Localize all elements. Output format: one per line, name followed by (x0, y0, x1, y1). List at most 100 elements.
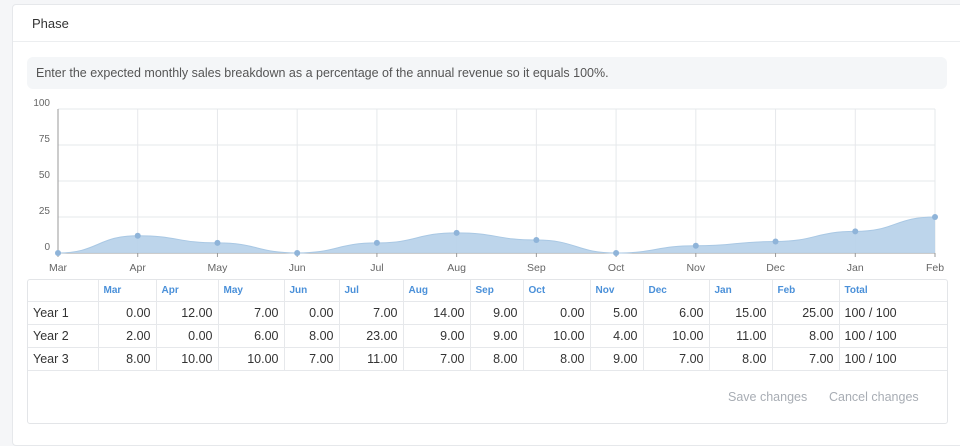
percentage-cell[interactable]: 9.00 (470, 324, 524, 348)
breakdown-table-container: Mar Apr May Jun Jul Aug Sep Oct Nov Dec Jan Feb Tota… (27, 279, 948, 424)
percentage-cell[interactable]: 0.00 (523, 301, 591, 325)
y-tick-label: 25 (39, 206, 51, 217)
x-tick-label: May (208, 262, 229, 274)
row-label: Year 1 (28, 301, 99, 325)
data-point[interactable] (533, 237, 540, 244)
data-point[interactable] (692, 242, 699, 249)
column-header-aug: Aug (403, 280, 471, 302)
percentage-cell[interactable]: 9.00 (470, 301, 524, 325)
column-header-jul: Jul (339, 280, 404, 302)
data-point[interactable] (214, 239, 221, 246)
data-point[interactable] (932, 214, 938, 220)
data-point[interactable] (55, 250, 61, 256)
panel-header: Phase (13, 5, 960, 42)
panel-title: Phase (32, 16, 69, 31)
percentage-cell[interactable]: 25.00 (772, 301, 840, 325)
x-tick-label: Jul (370, 262, 383, 274)
column-header-total: Total (839, 280, 947, 302)
percentage-cell[interactable]: 9.00 (403, 324, 471, 348)
header-corner (28, 280, 99, 302)
save-changes-button[interactable]: Save changes (728, 390, 808, 404)
percentage-cell[interactable]: 8.00 (523, 347, 591, 371)
percentage-cell[interactable]: 10.00 (643, 324, 710, 348)
percentage-cell[interactable]: 2.00 (98, 324, 157, 348)
x-tick-label: Apr (130, 262, 147, 274)
data-point[interactable] (373, 239, 380, 246)
percentage-cell[interactable]: 7.00 (218, 301, 285, 325)
x-tick-label: Aug (447, 262, 466, 274)
x-tick-label: Feb (926, 262, 944, 274)
percentage-cell[interactable]: 8.00 (709, 347, 773, 371)
column-header-nov: Nov (590, 280, 644, 302)
column-header-mar: Mar (98, 280, 157, 302)
percentage-cell[interactable]: 5.00 (590, 301, 644, 325)
percentage-cell[interactable]: 0.00 (284, 301, 340, 325)
column-header-may: May (218, 280, 285, 302)
percentage-cell[interactable]: 0.00 (156, 324, 219, 348)
column-header-dec: Dec (643, 280, 710, 302)
percentage-cell[interactable]: 11.00 (339, 347, 404, 371)
percentage-cell[interactable]: 7.00 (403, 347, 471, 371)
series-line-year-1 (57, 216, 936, 254)
percentage-cell[interactable]: 10.00 (218, 347, 285, 371)
column-header-apr: Apr (156, 280, 219, 302)
percentage-cell[interactable]: 23.00 (339, 324, 404, 348)
column-header-feb: Feb (772, 280, 840, 302)
y-tick-label: 0 (44, 242, 50, 253)
percentage-cell[interactable]: 7.00 (339, 301, 404, 325)
percentage-cell[interactable]: 7.00 (643, 347, 710, 371)
table-row: Year 3 8.00 10.00 10.00 7.00 11.00 7.00 8.00 8.0… (28, 347, 947, 371)
x-tick-label: Jun (289, 262, 306, 274)
x-tick-label: Jan (847, 262, 864, 274)
x-tick-label: Sep (527, 262, 546, 274)
row-total: 100 / 100 (839, 347, 947, 371)
percentage-cell[interactable]: 7.00 (772, 347, 840, 371)
percentage-cell[interactable]: 4.00 (590, 324, 644, 348)
info-box: Enter the expected monthly sales breakdo… (27, 57, 947, 89)
sales-chart: 0 25 50 75 100 Mar Apr May Jun Jul Aug Sep Oct Nov Dec… (33, 98, 944, 274)
series-area-year-1 (58, 217, 935, 253)
y-tick-label: 75 (39, 134, 51, 145)
table-header-row: Mar Apr May Jun Jul Aug Sep Oct Nov Dec Jan Feb Tota… (28, 280, 947, 302)
percentage-cell[interactable]: 15.00 (709, 301, 773, 325)
table-row: Year 1 0.00 12.00 7.00 0.00 7.00 14.00 9.00 0.00… (28, 301, 947, 325)
info-text: Enter the expected monthly sales breakdo… (36, 66, 609, 80)
x-tick-label: Nov (686, 262, 705, 274)
data-point[interactable] (772, 238, 779, 245)
percentage-cell[interactable]: 9.00 (590, 347, 644, 371)
data-point[interactable] (134, 232, 141, 239)
x-tick-label: Mar (49, 262, 68, 274)
y-tick-label: 100 (33, 98, 50, 109)
percentage-cell[interactable]: 8.00 (98, 347, 157, 371)
data-point[interactable] (852, 228, 859, 235)
row-label: Year 3 (28, 347, 99, 371)
row-total: 100 / 100 (839, 324, 947, 348)
percentage-cell[interactable]: 10.00 (156, 347, 219, 371)
column-header-sep: Sep (470, 280, 524, 302)
percentage-cell[interactable]: 8.00 (284, 324, 340, 348)
percentage-cell[interactable]: 11.00 (709, 324, 773, 348)
column-header-jan: Jan (709, 280, 773, 302)
row-total: 100 / 100 (839, 301, 947, 325)
percentage-cell[interactable]: 0.00 (98, 301, 157, 325)
percentage-cell[interactable]: 10.00 (523, 324, 591, 348)
percentage-cell[interactable]: 7.00 (284, 347, 340, 371)
x-tick-label: Oct (608, 262, 624, 274)
x-tick-label: Dec (766, 262, 785, 274)
cancel-changes-button[interactable]: Cancel changes (829, 390, 919, 404)
data-point[interactable] (453, 229, 460, 236)
breakdown-table: Mar Apr May Jun Jul Aug Sep Oct Nov Dec Jan Feb Tota… (28, 280, 947, 371)
percentage-cell[interactable]: 12.00 (156, 301, 219, 325)
y-tick-label: 50 (39, 170, 51, 181)
column-header-jun: Jun (284, 280, 340, 302)
row-label: Year 2 (28, 324, 99, 348)
percentage-cell[interactable]: 8.00 (772, 324, 840, 348)
table-row: Year 2 2.00 0.00 6.00 8.00 23.00 9.00 9.00 10.00… (28, 324, 947, 348)
column-header-oct: Oct (523, 280, 591, 302)
percentage-cell[interactable]: 8.00 (470, 347, 524, 371)
percentage-cell[interactable]: 6.00 (218, 324, 285, 348)
percentage-cell[interactable]: 6.00 (643, 301, 710, 325)
data-point[interactable] (613, 250, 620, 256)
percentage-cell[interactable]: 14.00 (403, 301, 471, 325)
data-point[interactable] (294, 250, 301, 256)
